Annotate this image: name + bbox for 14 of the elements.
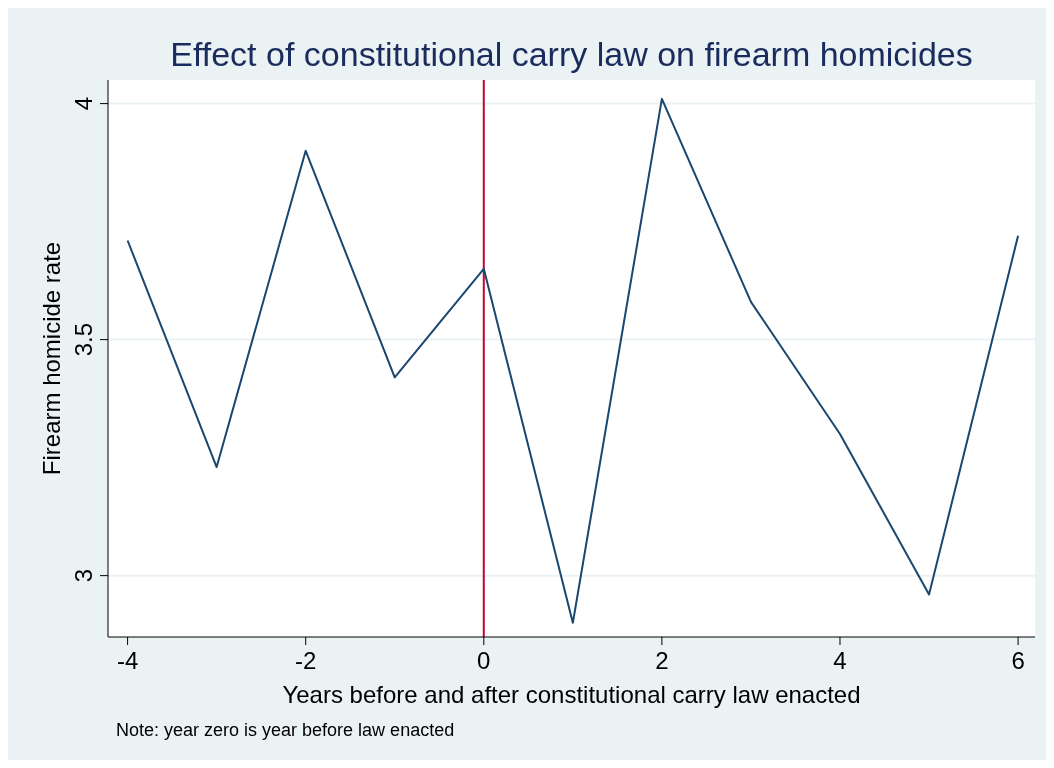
line-series — [126, 97, 1020, 624]
x-tick-label: -4 — [116, 647, 139, 674]
x-axis-title: Years before and after constitutional carry law enacted — [282, 681, 861, 708]
x-tick-label: 0 — [477, 647, 491, 674]
x-tick-label: 6 — [1011, 647, 1025, 674]
x-tick-label: 2 — [655, 647, 669, 674]
y-tick-label: 3 — [70, 568, 97, 583]
x-tick-label: -2 — [295, 647, 317, 674]
x-tick-label: 4 — [833, 647, 847, 674]
text: Note: year zero is year before law enacted — [116, 720, 455, 740]
y-tick-label: 4 — [70, 96, 97, 111]
y-tick-label: 3.5 — [70, 322, 97, 357]
chart-title: Effect of constitutional carry law on firearm homicides — [170, 35, 973, 73]
y-axis-title: Firearm homicide rate — [38, 241, 65, 476]
